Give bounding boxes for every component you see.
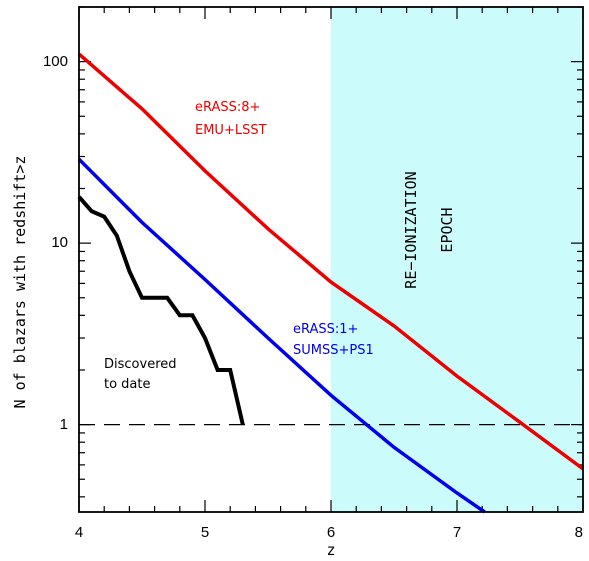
series-lines [77, 52, 585, 514]
reionization-region [331, 7, 583, 512]
x-tick-label-5: 5 [201, 524, 209, 541]
x-tick-label-6: 6 [327, 524, 335, 541]
series-label-erass1-line2: SUMSS+PS1 [293, 343, 374, 358]
plot-frame [78, 6, 584, 513]
reionization-label-line2: EPOCH [438, 207, 456, 252]
reionization-label-line1: RE−IONIZATION [402, 171, 420, 288]
series-label-erass1-line1: eRASS:1+ [293, 322, 358, 337]
series-label-discovered-line2: to date [104, 377, 151, 392]
series-line-erass8-emu-lsst [77, 52, 585, 471]
series-label-erass8-line1: eRASS:8+ [195, 100, 260, 115]
y-tick-label-10: 10 [51, 234, 68, 251]
series-label-erass8-line2: EMU+LSST [195, 123, 267, 138]
x-axis-title: z [326, 541, 335, 559]
series-line-discovered-to-date [77, 195, 245, 426]
axis-ticks [78, 6, 584, 512]
y-tick-label-1: 1 [60, 416, 68, 433]
series-label-discovered-line1: Discovered [104, 357, 177, 372]
x-tick-label-4: 4 [75, 524, 83, 541]
y-tick-label-100: 100 [43, 53, 68, 70]
y-axis-title: N of blazars with redshift>z [11, 156, 29, 409]
x-tick-label-8: 8 [575, 524, 583, 541]
x-tick-label-7: 7 [453, 524, 461, 541]
series-line-erass1-sumss-ps1 [77, 157, 486, 514]
